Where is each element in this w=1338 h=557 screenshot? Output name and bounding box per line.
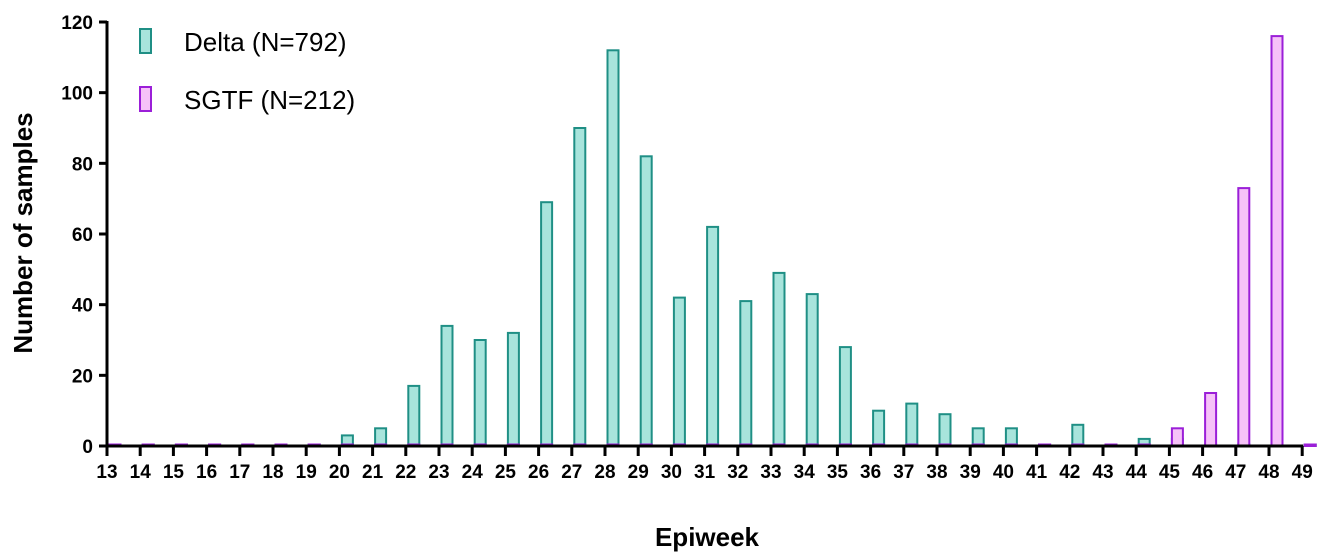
bar-sgtf-48 (1270, 35, 1284, 447)
bar-delta-21 (374, 427, 388, 447)
y-tick-label-0: 0 (82, 437, 93, 458)
x-tick-label-28: 28 (594, 462, 615, 483)
x-tick-label-42: 42 (1059, 462, 1080, 483)
x-tick-label-22: 22 (395, 462, 416, 483)
y-tick-label-60: 60 (72, 225, 93, 246)
x-tick-label-34: 34 (794, 462, 816, 483)
x-tick-label-18: 18 (262, 462, 283, 483)
x-tick-label-31: 31 (694, 462, 716, 483)
bar-delta-38 (938, 413, 952, 448)
x-tick-label-39: 39 (960, 462, 981, 483)
x-tick-label-23: 23 (428, 462, 449, 483)
x-tick-label-17: 17 (229, 462, 250, 483)
legend-label-delta: Delta (N=792) (184, 27, 347, 57)
x-tick-label-25: 25 (495, 462, 517, 483)
x-tick-label-21: 21 (362, 462, 384, 483)
x-tick-label-20: 20 (329, 462, 350, 483)
legend-swatch-sgtf (139, 86, 152, 112)
x-tick-label-37: 37 (893, 462, 914, 483)
x-tick-label-19: 19 (296, 462, 317, 483)
bar-delta-29 (639, 155, 653, 448)
y-tick-label-80: 80 (72, 154, 93, 175)
x-tick-label-30: 30 (661, 462, 682, 483)
x-tick-label-15: 15 (163, 462, 185, 483)
x-tick-label-40: 40 (993, 462, 1014, 483)
bar-sgtf-45 (1170, 427, 1184, 447)
bar-delta-24 (473, 339, 487, 447)
bar-delta-39 (971, 427, 985, 447)
bar-delta-26 (540, 201, 554, 447)
x-tick-label-49: 49 (1292, 462, 1313, 483)
bar-sgtf-47 (1237, 187, 1251, 447)
bar-delta-25 (506, 331, 520, 447)
bar-delta-23 (440, 324, 454, 447)
x-tick-label-14: 14 (130, 462, 152, 483)
x-tick-label-32: 32 (727, 462, 748, 483)
x-tick-label-48: 48 (1258, 462, 1279, 483)
bar-delta-42 (1071, 423, 1085, 447)
y-axis-title: Number of samples (8, 112, 38, 353)
axes-layer (99, 20, 1304, 456)
bar-delta-32 (739, 300, 753, 447)
x-tick-label-16: 16 (196, 462, 217, 483)
bar-delta-30 (672, 296, 686, 447)
x-tick-label-24: 24 (462, 462, 484, 483)
x-tick-label-38: 38 (926, 462, 947, 483)
x-tick-label-26: 26 (528, 462, 549, 483)
bar-delta-27 (573, 127, 587, 447)
y-tick-label-20: 20 (72, 366, 93, 387)
bar-delta-37 (905, 402, 919, 448)
x-tick-label-27: 27 (561, 462, 582, 483)
x-tick-label-36: 36 (860, 462, 881, 483)
legend-label-sgtf: SGTF (N=212) (184, 85, 355, 115)
y-tick-label-100: 100 (61, 84, 93, 105)
x-tick-label-45: 45 (1159, 462, 1181, 483)
bar-delta-35 (838, 346, 852, 448)
bar-delta-33 (772, 271, 786, 447)
bar-sgtf-46 (1204, 392, 1218, 447)
x-tick-labels: 13 14 15 16 17 18 19 20 21 22 23 24 25 26 27 28 29 30 31 32… (96, 462, 1312, 483)
x-tick-label-43: 43 (1092, 462, 1113, 483)
bar-delta-28 (606, 49, 620, 448)
bar-delta-31 (706, 225, 720, 447)
y-tick-label-40: 40 (72, 296, 93, 317)
x-tick-label-35: 35 (827, 462, 849, 483)
bar-delta-40 (1004, 427, 1018, 447)
x-tick-label-46: 46 (1192, 462, 1213, 483)
x-tick-label-41: 41 (1026, 462, 1048, 483)
bar-delta-22 (407, 384, 421, 447)
y-tick-labels: 0 20 40 60 80 100 120 (61, 13, 93, 458)
bar-delta-36 (872, 409, 886, 448)
bar-delta-34 (805, 293, 819, 447)
legend-swatch-delta (139, 28, 152, 54)
x-tick-label-13: 13 (96, 462, 117, 483)
x-tick-label-44: 44 (1126, 462, 1148, 483)
y-tick-label-120: 120 (61, 13, 93, 34)
bars-layer (108, 35, 1317, 448)
bar-sgtf-49 (1303, 443, 1317, 447)
legend: Delta (N=792) SGTF (N=212) (139, 27, 355, 115)
x-tick-label-33: 33 (760, 462, 781, 483)
x-tick-label-29: 29 (628, 462, 649, 483)
x-axis-title: Epiweek (655, 522, 760, 552)
x-tick-label-47: 47 (1225, 462, 1246, 483)
